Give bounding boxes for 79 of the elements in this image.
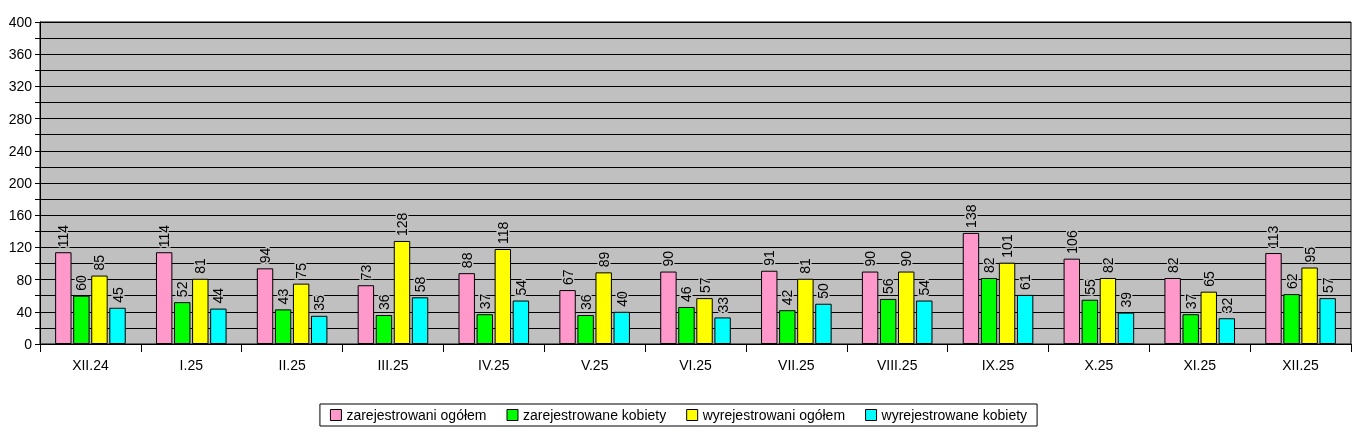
- legend-label: wyrejestrowani ogółem: [701, 407, 846, 423]
- x-tick-label: IX.25: [981, 357, 1015, 373]
- legend-label: zarejestrowani ogółem: [346, 407, 487, 423]
- data-label: 101: [999, 234, 1016, 258]
- y-tick-label: 320: [8, 78, 33, 95]
- data-label: 89: [595, 251, 612, 268]
- data-label: 82: [981, 257, 998, 273]
- y-tick-label: 80: [16, 271, 33, 288]
- data-label: 52: [174, 281, 191, 298]
- data-label: 61: [1017, 274, 1034, 290]
- y-tick-label: 160: [8, 207, 33, 224]
- data-label: 90: [862, 250, 879, 267]
- data-label: 54: [512, 279, 529, 296]
- data-label: 138: [962, 204, 979, 228]
- data-label: 33: [714, 296, 731, 313]
- x-tick-label: XII.24: [72, 357, 109, 373]
- data-label: 81: [797, 258, 814, 274]
- x-tick-label: IV.25: [478, 357, 510, 373]
- data-label: 44: [210, 287, 227, 304]
- data-label: 36: [577, 294, 594, 311]
- y-tick-label: 200: [8, 175, 33, 191]
- data-label: 73: [357, 264, 374, 281]
- x-tick-label: VI.25: [679, 357, 713, 373]
- data-label: 40: [613, 291, 630, 307]
- data-label: 114: [55, 224, 72, 248]
- data-label: 55: [1081, 278, 1098, 295]
- x-tick-label: V.25: [580, 357, 609, 373]
- data-label: 67: [559, 269, 576, 286]
- y-tick-label: 0: [24, 336, 33, 352]
- data-label: 85: [91, 254, 108, 271]
- data-label: 95: [1301, 246, 1318, 263]
- data-label: 35: [311, 295, 328, 311]
- y-tick-label: 240: [8, 142, 33, 159]
- data-label: 65: [1200, 270, 1217, 287]
- x-tick-label: X.25: [1084, 357, 1114, 373]
- data-label: 57: [1319, 277, 1336, 294]
- x-tick-label: VII.25: [778, 357, 815, 373]
- x-tick-label: III.25: [377, 357, 409, 373]
- data-label: 58: [412, 276, 429, 293]
- data-label: 128: [393, 212, 410, 236]
- data-label: 36: [375, 294, 392, 311]
- data-label: 90: [898, 250, 915, 267]
- data-label: 37: [476, 293, 493, 310]
- data-label: 82: [1099, 257, 1116, 273]
- data-label: 88: [458, 252, 475, 269]
- data-label: 91: [761, 249, 778, 266]
- data-label: 81: [192, 258, 209, 274]
- data-label: 37: [1182, 293, 1199, 310]
- data-label: 54: [916, 279, 933, 296]
- data-label: 57: [696, 277, 713, 294]
- x-tick-label: II.25: [278, 357, 306, 373]
- data-label: 94: [257, 247, 274, 264]
- data-label: 50: [815, 282, 832, 299]
- y-tick-label: 40: [16, 303, 33, 320]
- data-label: 90: [660, 250, 677, 267]
- x-tick-label: VIII.25: [876, 357, 918, 373]
- data-label: 114: [156, 224, 173, 248]
- data-label: 39: [1117, 291, 1134, 308]
- data-label: 46: [678, 286, 695, 302]
- legend-label: wyrejestrowane kobiety: [880, 407, 1028, 423]
- legend-label: zarejestrowane kobiety: [522, 407, 667, 423]
- y-tick-label: 120: [8, 239, 33, 256]
- y-tick-label: 280: [8, 110, 33, 127]
- data-label: 32: [1218, 297, 1235, 314]
- data-label: 82: [1164, 257, 1181, 273]
- data-label: 113: [1265, 225, 1282, 249]
- x-tick-label: I.25: [179, 357, 204, 373]
- data-label: 56: [880, 278, 897, 294]
- data-label: 75: [293, 262, 310, 279]
- y-tick-label: 360: [8, 46, 33, 63]
- data-label: 42: [779, 289, 796, 306]
- y-tick-label: 400: [8, 14, 33, 30]
- data-label: 43: [275, 288, 292, 305]
- data-label: 60: [73, 274, 90, 291]
- x-tick-label: XII.25: [1282, 357, 1320, 373]
- data-label: 45: [109, 286, 126, 303]
- x-tick-label: XI.25: [1183, 357, 1217, 373]
- data-label: 118: [494, 221, 511, 245]
- data-label: 62: [1283, 273, 1300, 290]
